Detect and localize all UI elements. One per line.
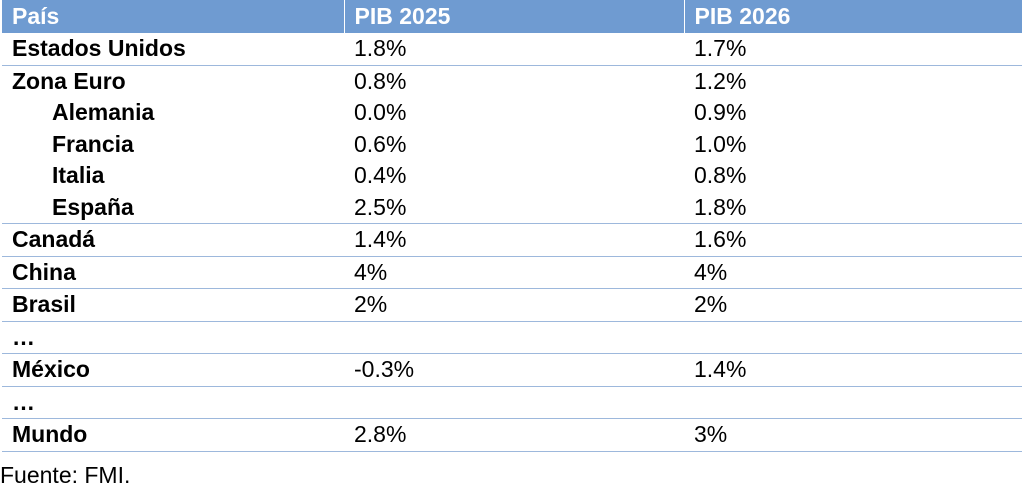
pib-2026-cell: 4%	[684, 256, 1022, 289]
pib-2025-cell	[344, 386, 684, 419]
country-cell: México	[2, 353, 344, 387]
table-body: Estados Unidos 1.8% 1.7% Zona Euro 0.8% …	[2, 33, 1022, 452]
pib-2026-cell: 1.7%	[684, 33, 1022, 66]
pib-2026-cell: 1.0%	[694, 130, 747, 157]
country-cell: España	[2, 191, 344, 224]
table-row: China 4% 4%	[2, 256, 1022, 289]
pib-2026-cell: 1.8%	[684, 191, 1022, 224]
table-row: Canadá 1.4% 1.6%	[2, 223, 1022, 257]
pib-2025-cell	[344, 321, 684, 354]
header-row: País PIB 2025 PIB 2026	[2, 0, 1022, 33]
pib-2025-cell: 0.6%	[354, 130, 407, 157]
country-cell: Canadá	[2, 223, 344, 257]
pib-2026-cell: 0.8%	[694, 162, 747, 189]
pib-2025-cell: 0.0%	[354, 99, 407, 126]
pib-2026-cell	[684, 321, 1022, 354]
country-cell: Estados Unidos	[2, 33, 344, 66]
pib-2025-cell: 2.5%	[344, 191, 684, 224]
country-cell: Francia	[52, 130, 134, 157]
pib-2026-cell: 1.4%	[684, 353, 1022, 387]
country-cell: China	[2, 256, 344, 289]
country-cell: Italia	[52, 162, 105, 189]
pib-2026-cell: 0.9%	[694, 99, 747, 126]
country-cell: Zona Euro	[12, 67, 126, 94]
pib-2025-cell: 1.8%	[344, 33, 684, 66]
table-row: Estados Unidos 1.8% 1.7%	[2, 33, 1022, 66]
pib-2026-cell: 1.6%	[684, 223, 1022, 257]
table-row: México -0.3% 1.4%	[2, 353, 1022, 387]
pib-2025-cell: 1.4%	[344, 223, 684, 257]
country-cell: Alemania	[52, 99, 155, 126]
table-row-ellipsis: …	[2, 321, 1022, 354]
column-header-pib-2026: PIB 2026	[684, 0, 1022, 33]
column-header-pib-2025: PIB 2025	[344, 0, 685, 33]
pib-2025-cell: 2%	[344, 288, 684, 322]
country-cell: Brasil	[2, 288, 344, 322]
table-row-indented: España 2.5% 1.8%	[2, 191, 1022, 224]
pib-2025-cell: 0.8%	[354, 67, 407, 94]
table-row: Brasil 2% 2%	[2, 288, 1022, 322]
pib-2026-cell	[684, 386, 1022, 419]
table-header: País PIB 2025 PIB 2026	[2, 0, 1022, 33]
pib-2025-cell: -0.3%	[344, 353, 684, 387]
pib-2026-cell: 2%	[684, 288, 1022, 322]
pib-2025-cell: 4%	[344, 256, 684, 289]
table-row: Zona Euro 0.8% 1.2%	[2, 65, 1022, 97]
gdp-forecast-table: País PIB 2025 PIB 2026 Estados Unidos 1.…	[2, 0, 1022, 452]
ellipsis-cell: …	[2, 321, 344, 354]
pib-2025-cell: 0.4%	[354, 162, 407, 189]
pib-2025-cell: 2.8%	[344, 418, 684, 452]
table-row-ellipsis: …	[2, 386, 1022, 419]
pib-2026-cell: 1.2%	[694, 67, 747, 94]
table-row: Mundo 2.8% 3%	[2, 418, 1022, 452]
ellipsis-cell: …	[2, 386, 344, 419]
country-cell: Mundo	[2, 418, 344, 452]
table-row-indented: Italia 0.4% 0.8%	[2, 160, 1022, 192]
column-header-country: País	[2, 0, 345, 33]
table-row-indented: Francia 0.6% 1.0%	[2, 129, 1022, 161]
source-note: Fuente: FMI.	[0, 462, 131, 488]
table-row-indented: Alemania 0.0% 0.9%	[2, 97, 1022, 129]
pib-2026-cell: 3%	[684, 418, 1022, 452]
